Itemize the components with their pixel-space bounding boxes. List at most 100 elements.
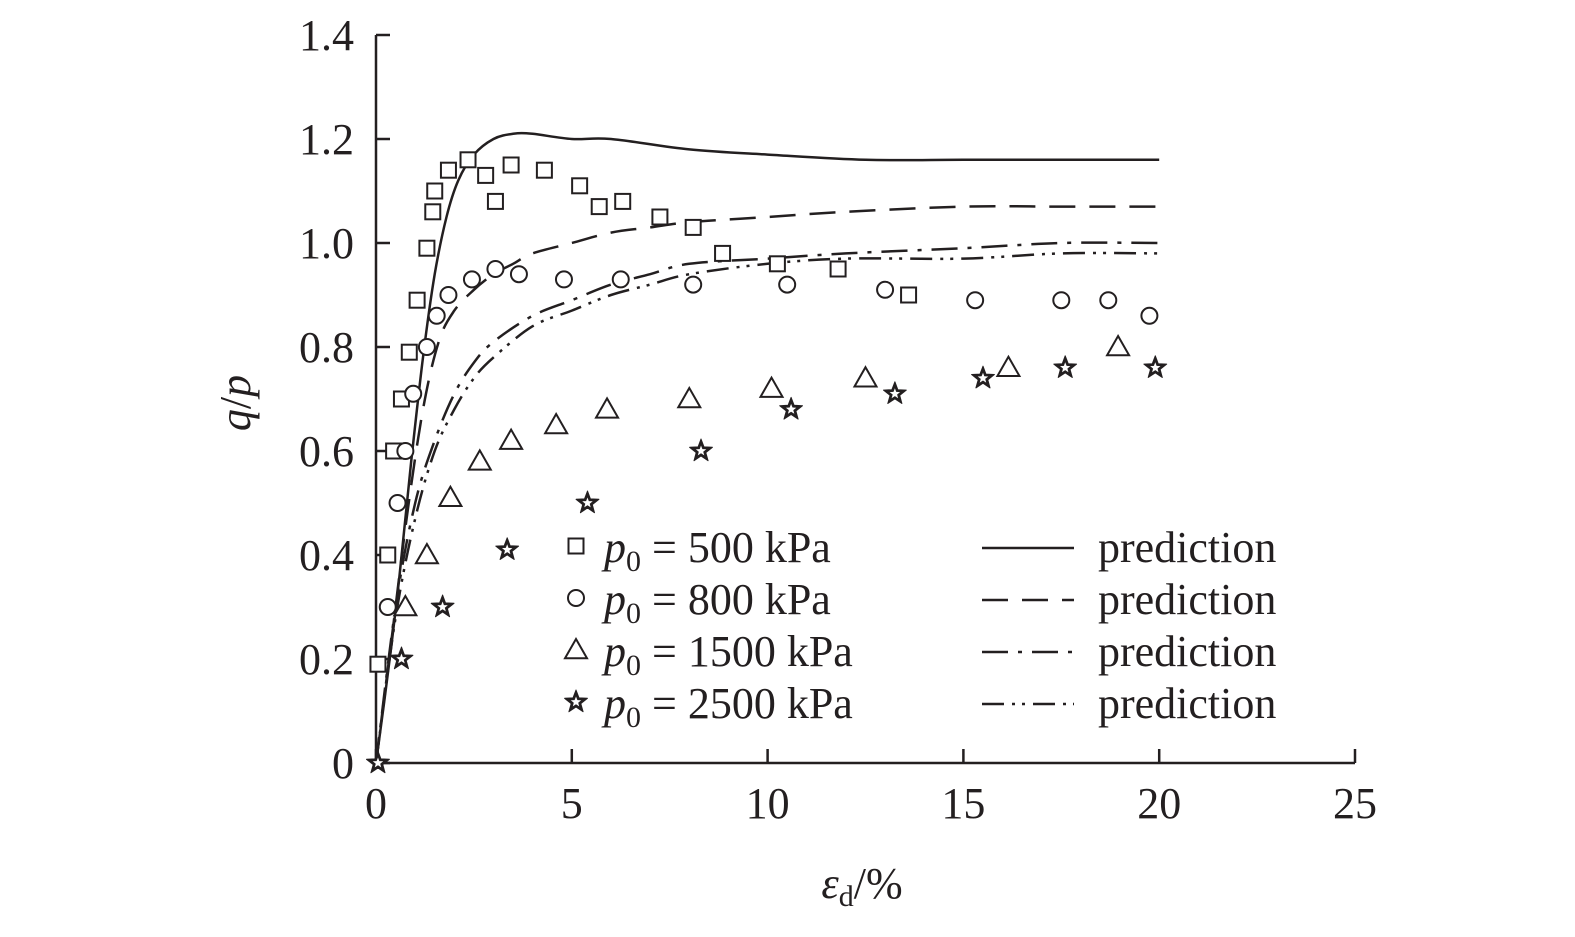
data-point-square	[459, 151, 477, 169]
data-point-star-inner	[396, 653, 407, 664]
x-tick-label: 15	[941, 779, 985, 828]
legend-prediction-label: prediction	[1098, 523, 1276, 572]
y-tick-label: 0	[332, 739, 354, 788]
y-tick-label: 0.4	[299, 531, 354, 580]
x-tick-label: 10	[746, 779, 790, 828]
data-point-triangle	[414, 541, 440, 565]
data-point-circle	[388, 494, 407, 512]
data-point-triangle	[995, 354, 1022, 378]
legend-prediction-label: prediction	[1098, 575, 1276, 624]
data-point-star-inner	[889, 388, 901, 399]
data-point-circle	[462, 270, 481, 289]
y-tick-label: 0.6	[299, 427, 354, 476]
legend-label-subscript: 0	[626, 545, 641, 578]
data-point-triangle	[594, 396, 620, 419]
data-point-star-inner	[785, 403, 797, 414]
y-tick-label: 1.4	[299, 11, 354, 60]
data-point-circle	[611, 270, 630, 289]
legend-marker-square	[567, 537, 585, 555]
data-point-triangle	[758, 375, 785, 398]
data-point-triangle	[392, 593, 419, 617]
y-label-slash: /	[211, 396, 260, 409]
data-point-star-inner	[437, 601, 448, 612]
data-point-square	[590, 198, 608, 216]
x-axis-label: εd/%	[821, 859, 902, 913]
data-point-square	[571, 177, 589, 195]
legend-label-p: p	[601, 627, 626, 676]
data-point-square	[439, 161, 457, 179]
data-point-star-inner	[502, 544, 513, 555]
prediction-curve-dashed	[374, 204, 1160, 764]
data-point-star-inner	[977, 372, 989, 383]
data-point-square	[426, 182, 444, 200]
data-point-star-inner	[372, 757, 384, 768]
axes	[374, 35, 1355, 765]
data-point-square	[614, 192, 632, 210]
data-point-circle	[966, 291, 985, 310]
legend-prediction-label: prediction	[1098, 679, 1276, 728]
x-label-unit: /%	[854, 859, 903, 908]
data-point-triangle	[676, 385, 703, 409]
x-tick-label: 25	[1333, 779, 1377, 828]
data-point-star-inner	[1060, 362, 1071, 373]
legend-marker-triangle	[563, 636, 589, 660]
data-point-circle	[378, 598, 397, 616]
data-point-square	[418, 239, 436, 257]
legend-label-value: = 2500 kPa	[641, 679, 853, 728]
data-point-square	[424, 203, 442, 221]
data-point-square	[684, 218, 702, 236]
legend-series-label: p0 = 800 kPa	[601, 575, 831, 630]
legend-prediction-label: prediction	[1098, 627, 1276, 676]
ticks: 0 5 10 15 20 25 0 0.2 0.4 0.6 0.8 1.0 1.2 1.4	[299, 11, 1377, 828]
data-point-circle	[427, 306, 446, 325]
legend-label-value: = 1500 kPa	[641, 627, 853, 676]
data-point-circle	[439, 286, 458, 304]
x-tick-label: 5	[561, 779, 583, 828]
y-axis-label: q/p	[211, 375, 260, 431]
data-point-triangle	[543, 411, 569, 435]
data-point-triangle	[498, 427, 524, 450]
data-point-circle	[486, 260, 505, 278]
data-point-circle	[554, 270, 573, 289]
data-point-star-inner	[695, 445, 707, 456]
x-tick-label: 20	[1137, 779, 1181, 828]
prediction-curve-solid	[374, 131, 1160, 764]
data-point-square	[768, 255, 786, 273]
legend-label-p: p	[601, 523, 626, 572]
y-tick-label: 1.0	[299, 219, 354, 268]
data-point-square	[829, 260, 847, 278]
data-point-star-inner	[1150, 362, 1161, 373]
data-point-square	[651, 208, 669, 226]
legend-label-p: p	[601, 575, 626, 624]
data-point-circle	[1052, 291, 1071, 310]
data-point-circle	[876, 280, 895, 299]
y-tick-label: 0.2	[299, 635, 354, 684]
data-point-triangle	[1105, 333, 1131, 357]
legend-label-subscript: 0	[626, 649, 641, 682]
x-label-epsilon: ε	[821, 859, 839, 908]
data-point-circle	[509, 265, 528, 284]
y-label-q: q	[211, 409, 260, 431]
data-point-triangle	[467, 448, 493, 471]
y-label-p: p	[211, 375, 260, 400]
legend-series-label: p0 = 2500 kPa	[601, 679, 853, 734]
prediction-curve-dash-dot-dot	[374, 251, 1160, 764]
data-point-circle	[1140, 306, 1159, 325]
data-point-circle	[684, 275, 703, 294]
legend-series-label: p0 = 1500 kPa	[601, 627, 853, 682]
data-point-circle	[417, 338, 436, 356]
data-point-square	[400, 343, 418, 361]
prediction-curves	[374, 131, 1160, 764]
prediction-curve-dash-dot	[374, 241, 1160, 764]
data-point-square	[502, 156, 520, 174]
y-tick-label: 1.2	[299, 115, 354, 164]
data-point-circle	[396, 442, 415, 460]
data-point-square	[714, 244, 732, 262]
y-tick-label: 0.8	[299, 323, 354, 372]
legend-label-subscript: 0	[626, 597, 641, 630]
legend-label-p: p	[601, 679, 626, 728]
data-markers	[366, 151, 1168, 774]
x-tick-label: 0	[365, 779, 387, 828]
